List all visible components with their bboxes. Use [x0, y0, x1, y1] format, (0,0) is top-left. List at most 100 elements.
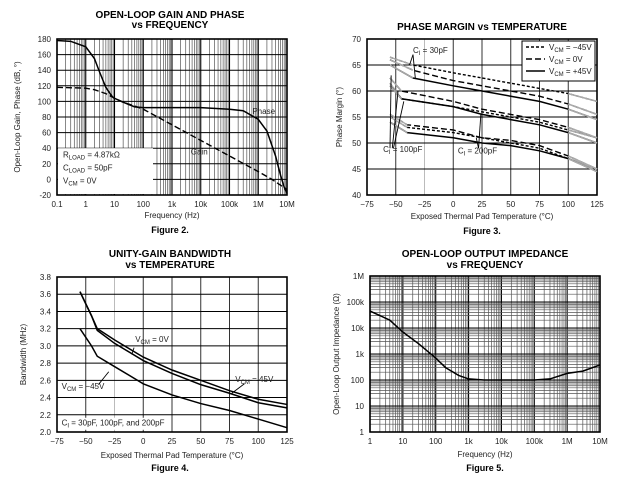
- figure-caption: Figure 2.: [151, 225, 189, 235]
- series-line: [79, 291, 288, 409]
- annotation-arrow: [231, 383, 245, 394]
- plot-frame: [369, 275, 601, 433]
- series-extrapolation: [567, 103, 598, 116]
- series-line: [56, 39, 288, 194]
- x-axis-label: Exposed Thermal Pad Temperature (°C): [411, 212, 554, 221]
- plot-frame: [366, 38, 598, 196]
- y-tick-label: 3.4: [40, 307, 52, 316]
- grid: [57, 277, 287, 432]
- x-tick-label: 25: [168, 437, 177, 446]
- annotation-arrow: [391, 90, 399, 149]
- x-tick-label: 25: [478, 200, 487, 209]
- chart-title: UNITY-GAIN BANDWIDTH: [109, 249, 231, 260]
- series-line: [369, 310, 601, 381]
- chart-subtitle: vs FREQUENCY: [132, 20, 209, 31]
- y-tick-label: 3.6: [40, 290, 52, 299]
- x-tick-label: 100k: [221, 200, 239, 209]
- y-tick-label: 10: [355, 402, 364, 411]
- chart-fig3: PHASE MARGIN vs TEMPERATURE −75 −50 −25 0 25 5…: [335, 22, 604, 236]
- y-tick-label: 0: [47, 175, 52, 184]
- y-tick-label: 3.2: [40, 325, 52, 334]
- legend-label: VCM = 0V: [549, 55, 583, 66]
- x-tick-label: 125: [280, 437, 294, 446]
- x-axis-label: Exposed Thermal Pad Temperature (°C): [101, 451, 244, 460]
- x-tick-label: −75: [360, 200, 374, 209]
- y-tick-label: 10k: [351, 324, 365, 333]
- series-line: [389, 82, 598, 139]
- y-tick-label: 20: [42, 160, 51, 169]
- x-tick-label: 75: [225, 437, 234, 446]
- x-tick-label: 1: [84, 200, 89, 209]
- y-tick-label: 40: [352, 191, 361, 200]
- annotation-arrow: [393, 101, 405, 149]
- x-tick-label: −25: [418, 200, 432, 209]
- series-extrapolation: [389, 121, 408, 134]
- x-tick-label: 50: [196, 437, 205, 446]
- series-extrapolation: [389, 113, 408, 126]
- x-tick-label: 10: [110, 200, 119, 209]
- y-tick-label: 50: [352, 139, 361, 148]
- series-line: [389, 121, 598, 173]
- annotation-100pf: CI = 100pF: [383, 145, 422, 156]
- x-tick-label: 10M: [592, 437, 608, 446]
- x-tick-label: 0: [451, 200, 456, 209]
- annotation-arrow: [131, 347, 135, 355]
- y-tick-label: 2.2: [40, 411, 52, 420]
- series-line: [389, 64, 598, 121]
- chart-subtitle: vs FREQUENCY: [447, 260, 524, 271]
- y-tick-label: 2.4: [40, 394, 52, 403]
- y-tick-label: 3.0: [40, 342, 52, 351]
- y-tick-label: 140: [38, 66, 52, 75]
- y-tick-label: -20: [39, 191, 51, 200]
- annotation-box: [59, 417, 169, 430]
- figure-caption: Figure 4.: [151, 463, 189, 473]
- plot-frame: [56, 276, 288, 433]
- series-extrapolation: [567, 126, 598, 139]
- annotation-arrow: [409, 54, 414, 66]
- annotation-arrow: [389, 75, 392, 149]
- series-extrapolation: [567, 157, 598, 173]
- series-label-phase: Phase: [252, 107, 275, 116]
- series-extrapolation: [567, 155, 598, 170]
- grid: [369, 276, 600, 433]
- annotation-1: CLOAD = 50pF: [63, 164, 113, 175]
- series-extrapolation: [389, 64, 414, 79]
- x-tick-label: 0: [141, 437, 146, 446]
- annotation-arrow: [98, 371, 110, 385]
- y-tick-label: 100: [38, 97, 52, 106]
- y-tick-label: 80: [42, 113, 51, 122]
- x-tick-label: 1M: [253, 200, 264, 209]
- y-tick-label: 100: [351, 376, 365, 385]
- x-tick-label: 100: [562, 200, 576, 209]
- annotation-2: VCM = 0V: [63, 177, 97, 188]
- annotation-ci: CI = 30pF, 100pF, and 200pF: [62, 418, 165, 429]
- x-tick-label: 1k: [464, 437, 473, 446]
- series-line: [389, 56, 598, 103]
- legend-label: VCM = +45V: [549, 67, 592, 78]
- x-tick-label: 100k: [526, 437, 544, 446]
- y-tick-label: 60: [352, 87, 361, 96]
- chart-title: PHASE MARGIN vs TEMPERATURE: [397, 22, 567, 33]
- annotation-arrow: [412, 54, 416, 79]
- legend-label: VCM = −45V: [549, 43, 592, 54]
- x-tick-label: −50: [389, 200, 403, 209]
- annotation-box: [58, 148, 153, 194]
- y-axis-label: Bandwidth (MHz): [19, 323, 28, 385]
- x-tick-label: 0.1: [51, 200, 63, 209]
- series-extrapolation: [568, 92, 598, 103]
- annotation-vcm45: VCM = 45V: [235, 375, 274, 386]
- x-axis-label: Frequency (Hz): [144, 211, 199, 220]
- x-tick-label: 10k: [495, 437, 509, 446]
- series-line: [389, 59, 598, 116]
- series-line: [79, 328, 288, 429]
- y-tick-label: 70: [352, 35, 361, 44]
- y-tick-label: 3.8: [40, 273, 52, 282]
- series-label-gain: Gain: [191, 147, 208, 156]
- series-line: [56, 86, 288, 191]
- figure-caption: Figure 5.: [466, 463, 504, 473]
- y-axis-label: Open-Loop Output Impedance (Ω): [332, 293, 341, 415]
- x-axis-label: Frequency (Hz): [457, 450, 512, 459]
- y-tick-label: 1M: [353, 272, 364, 281]
